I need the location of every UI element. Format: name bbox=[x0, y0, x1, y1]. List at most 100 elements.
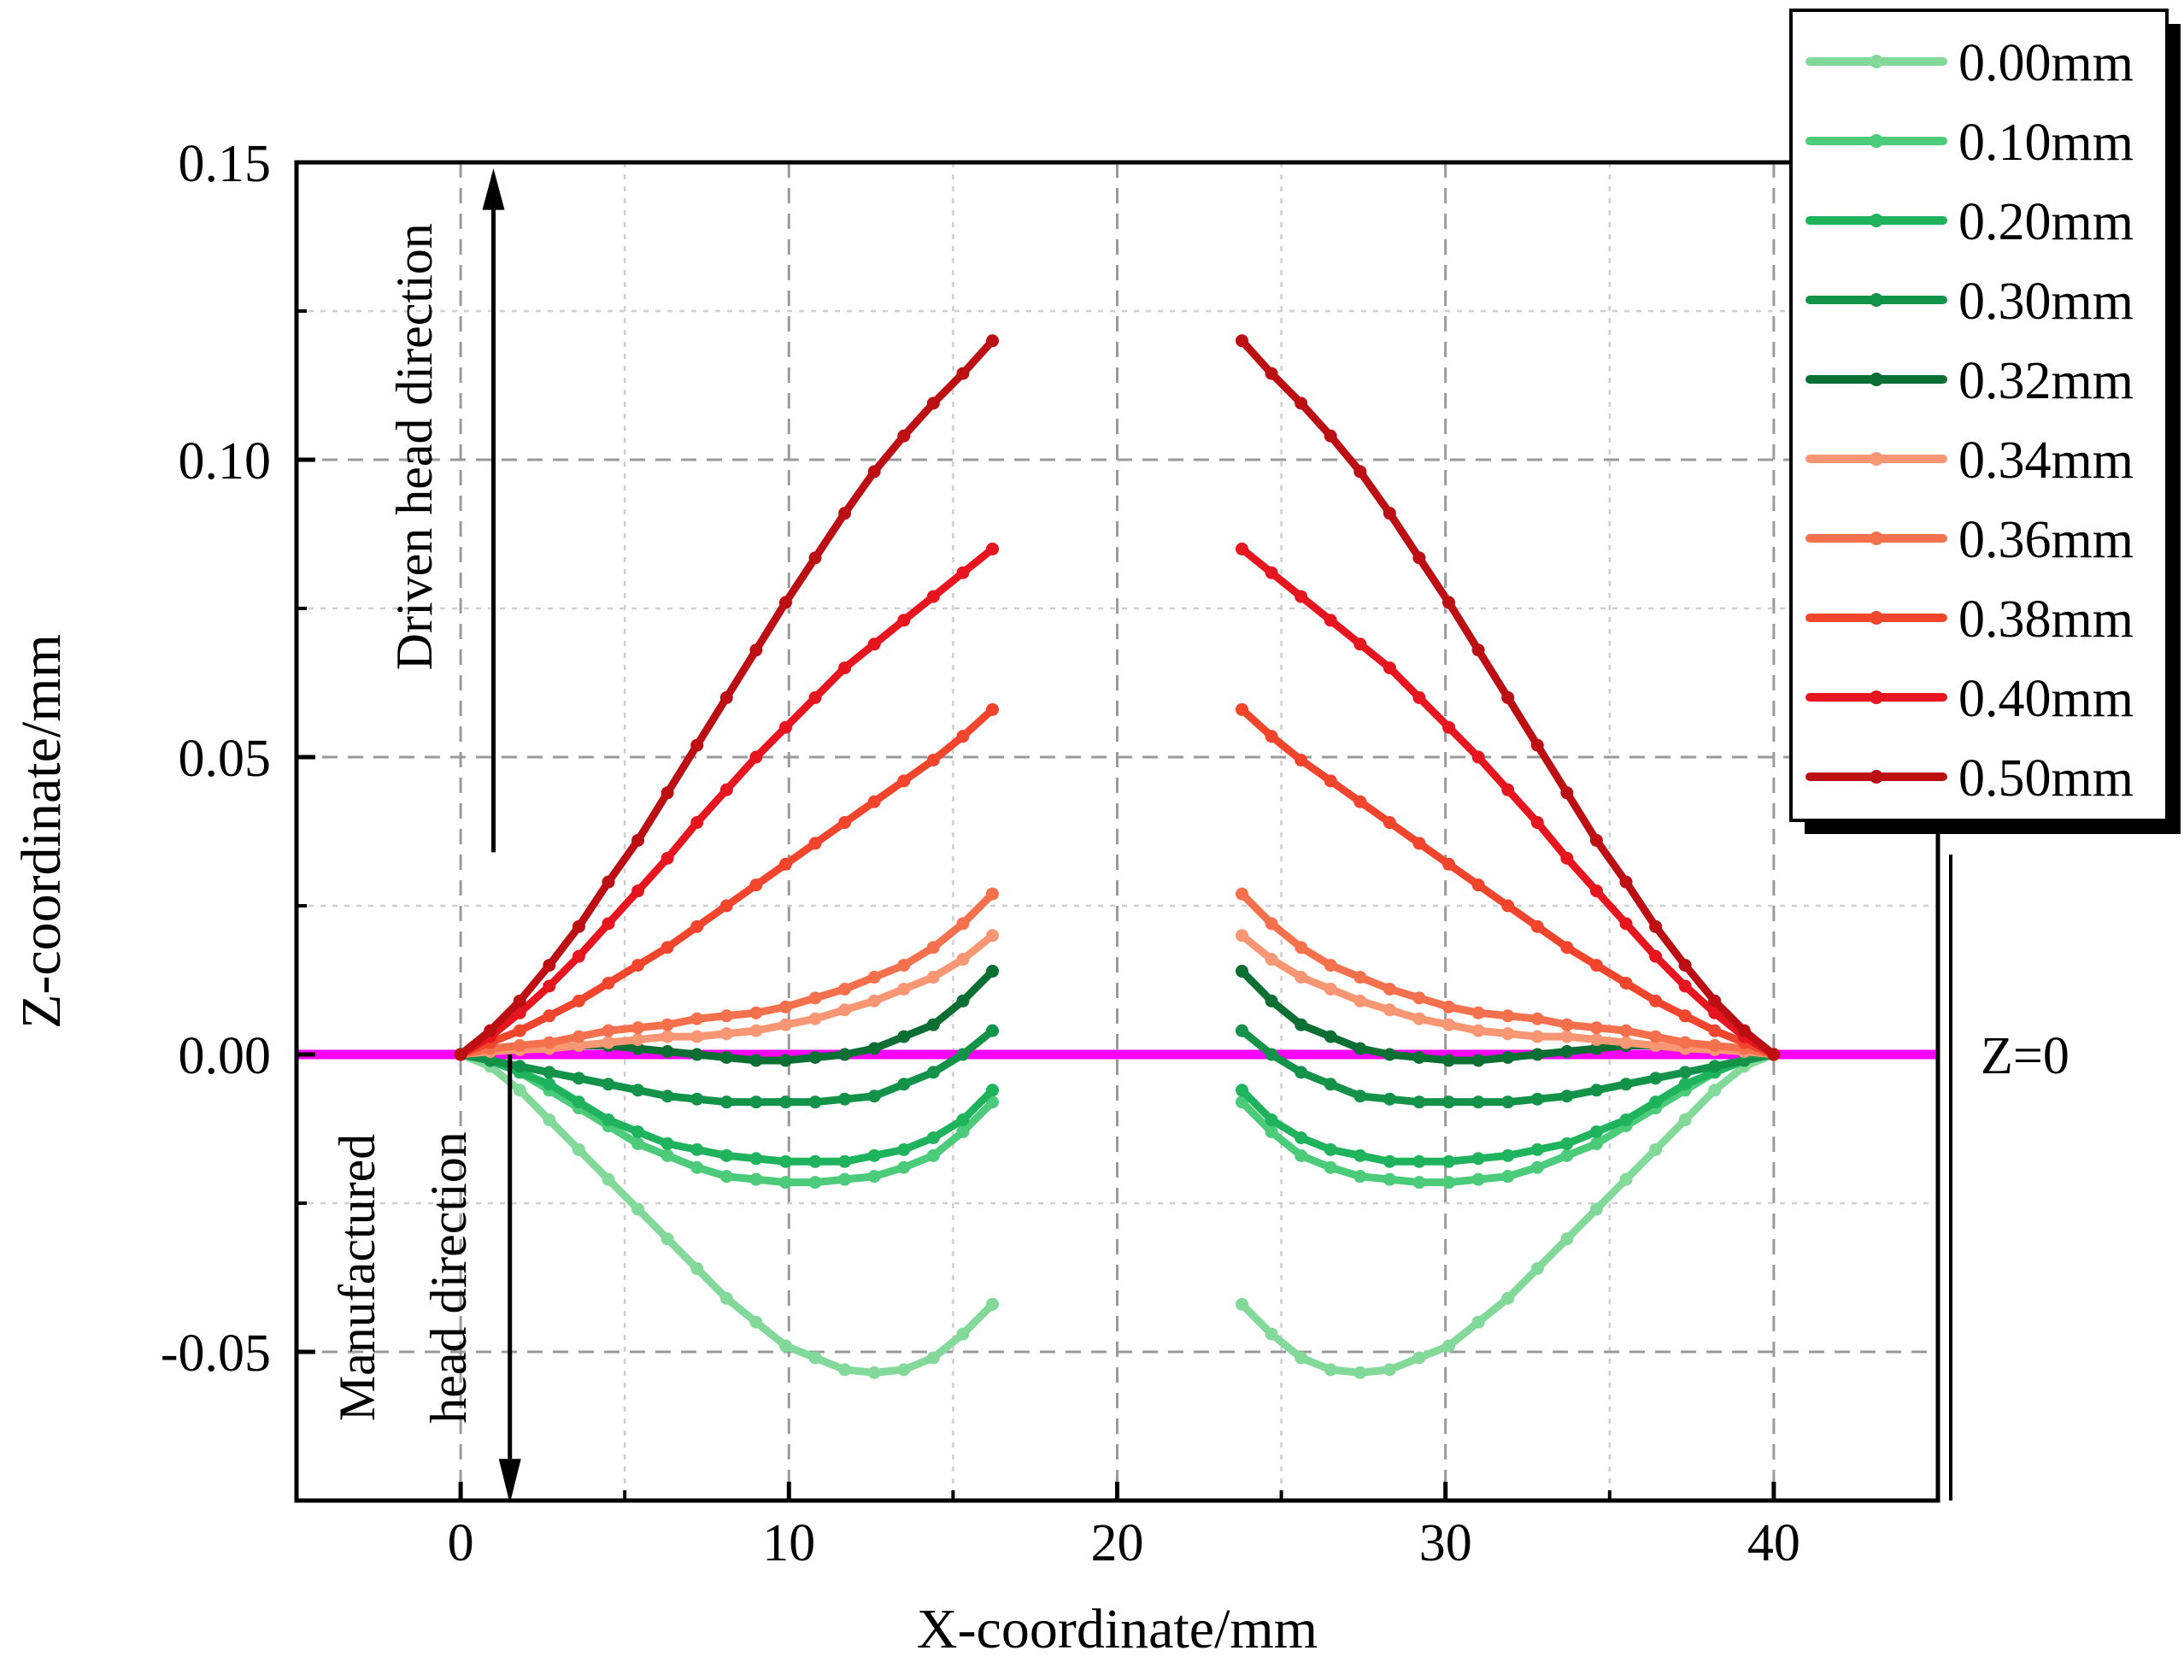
data-point bbox=[867, 971, 881, 984]
data-point bbox=[1442, 1339, 1456, 1353]
data-point bbox=[690, 816, 704, 830]
legend-swatch-marker bbox=[1870, 611, 1883, 625]
data-point bbox=[1353, 994, 1367, 1007]
data-point bbox=[660, 1137, 674, 1150]
data-point bbox=[1501, 1096, 1515, 1109]
data-point bbox=[690, 1030, 704, 1043]
data-point bbox=[838, 1003, 852, 1017]
data-point bbox=[602, 1036, 615, 1049]
data-point bbox=[1589, 833, 1603, 847]
data-point bbox=[926, 1066, 940, 1079]
data-point bbox=[1324, 959, 1337, 972]
data-point bbox=[1589, 1033, 1603, 1047]
data-point bbox=[838, 507, 852, 520]
data-point bbox=[1412, 690, 1426, 704]
data-point bbox=[1412, 1096, 1426, 1109]
data-point bbox=[1737, 1054, 1751, 1067]
data-point bbox=[1530, 1160, 1544, 1174]
data-point bbox=[602, 1172, 615, 1186]
data-point bbox=[1295, 1351, 1308, 1365]
data-point bbox=[926, 753, 940, 767]
data-point bbox=[1412, 837, 1426, 850]
data-point bbox=[838, 1092, 852, 1106]
legend: 0.00mm 0.10mm 0.20mm 0.30mm 0.32mm 0.34mm 0.36… bbox=[1789, 9, 2181, 834]
data-point bbox=[986, 1084, 1000, 1097]
data-point bbox=[572, 1030, 585, 1043]
data-point bbox=[602, 976, 615, 990]
x-tick-label: 30 bbox=[1419, 1514, 1472, 1572]
data-point bbox=[543, 959, 556, 972]
data-point bbox=[1265, 953, 1278, 966]
data-point bbox=[808, 991, 822, 1005]
data-point bbox=[749, 1006, 763, 1019]
data-point bbox=[1501, 1148, 1515, 1162]
data-point bbox=[926, 971, 940, 984]
legend-items: 0.00mm 0.10mm 0.20mm 0.30mm 0.32mm 0.34mm 0.36… bbox=[1805, 34, 2134, 808]
data-point bbox=[543, 1066, 556, 1079]
data-point bbox=[897, 1078, 911, 1091]
data-point bbox=[1708, 1060, 1722, 1073]
legend-item-0.50mm: 0.50mm bbox=[1805, 749, 2134, 808]
data-point bbox=[602, 917, 615, 931]
data-point bbox=[1501, 1009, 1515, 1023]
data-point bbox=[631, 833, 645, 847]
data-point bbox=[1471, 1096, 1485, 1109]
data-point bbox=[690, 919, 704, 933]
data-point bbox=[1295, 753, 1308, 767]
data-point bbox=[1353, 1148, 1367, 1162]
data-point bbox=[1530, 919, 1544, 933]
data-point bbox=[513, 994, 526, 1007]
data-point bbox=[631, 884, 645, 898]
data-point bbox=[1235, 887, 1248, 901]
data-point bbox=[1471, 1152, 1485, 1166]
data-point bbox=[1649, 1039, 1663, 1053]
data-point bbox=[749, 1054, 763, 1067]
data-point bbox=[897, 774, 911, 788]
data-point bbox=[1265, 1113, 1278, 1127]
annotation-head-direction: head direction bbox=[420, 1131, 477, 1424]
data-point bbox=[1442, 1018, 1456, 1031]
data-point bbox=[778, 1054, 792, 1067]
data-point bbox=[1353, 465, 1367, 479]
data-point bbox=[1353, 637, 1367, 651]
data-point bbox=[1412, 1351, 1426, 1365]
data-point bbox=[897, 1143, 911, 1156]
data-point bbox=[1560, 1090, 1574, 1103]
data-point bbox=[897, 982, 911, 996]
data-point bbox=[1649, 919, 1663, 933]
annotation-manufactured: Manufactured bbox=[329, 1134, 385, 1422]
data-point bbox=[1737, 1024, 1751, 1037]
data-point bbox=[808, 1176, 822, 1190]
annotation-driven-head: Driven head direction bbox=[386, 223, 443, 670]
data-point bbox=[1353, 1366, 1367, 1379]
data-point bbox=[1353, 795, 1367, 808]
data-point bbox=[631, 1084, 645, 1097]
legend-item-0.20mm: 0.20mm bbox=[1805, 193, 2134, 251]
data-point bbox=[808, 551, 822, 565]
data-point bbox=[660, 1045, 674, 1059]
data-point bbox=[543, 979, 556, 993]
data-point bbox=[1353, 971, 1367, 984]
data-point bbox=[897, 959, 911, 972]
series-group bbox=[454, 334, 1781, 1379]
data-point bbox=[1324, 1078, 1337, 1091]
data-point bbox=[956, 953, 970, 966]
data-point bbox=[1560, 1045, 1574, 1059]
series-0.50mm bbox=[454, 334, 1781, 1061]
data-point bbox=[778, 1096, 792, 1109]
data-point bbox=[1471, 1315, 1485, 1329]
data-point bbox=[513, 1039, 526, 1053]
data-point bbox=[1530, 816, 1544, 830]
data-point bbox=[1324, 1363, 1337, 1377]
data-point bbox=[749, 1096, 763, 1109]
data-point bbox=[572, 1143, 585, 1156]
data-point bbox=[838, 661, 852, 675]
data-point bbox=[1412, 1154, 1426, 1168]
data-point bbox=[956, 730, 970, 743]
data-point bbox=[808, 690, 822, 704]
x-tick-label: 0 bbox=[448, 1514, 474, 1572]
data-point bbox=[484, 1054, 497, 1067]
data-point bbox=[1295, 1148, 1308, 1162]
data-point bbox=[1265, 1048, 1278, 1061]
data-point bbox=[1767, 1048, 1781, 1061]
